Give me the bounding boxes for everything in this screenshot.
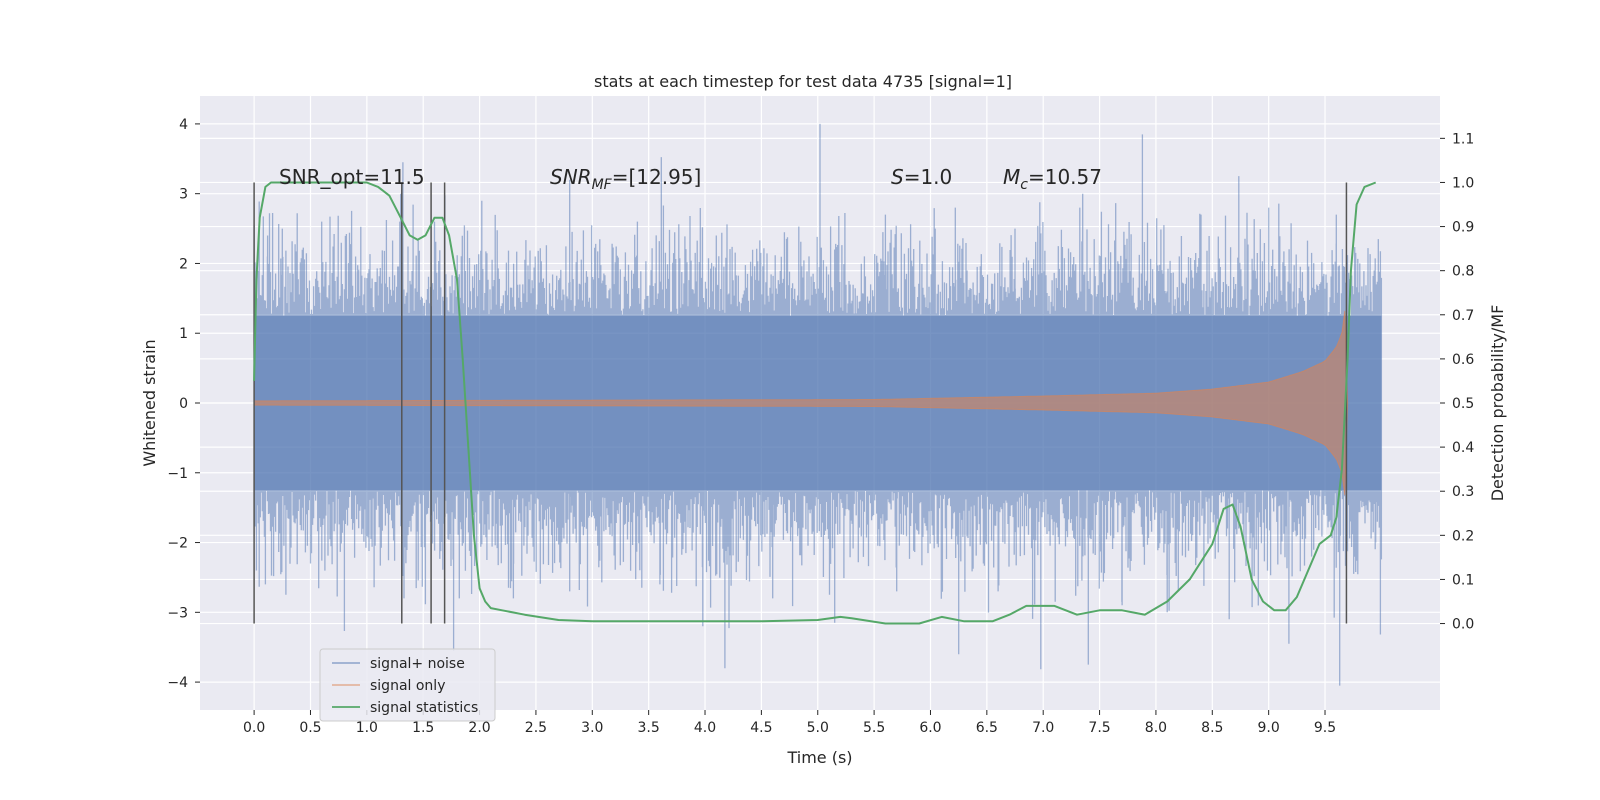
y2-tick-label: 0.2 (1452, 528, 1474, 544)
y2-tick-label: 0.5 (1452, 396, 1474, 412)
y2-tick-label: 0.6 (1452, 352, 1474, 368)
y2-tick-label: 0.1 (1452, 572, 1474, 588)
y-tick-label: 2 (179, 256, 188, 272)
x-tick-label: 0.5 (299, 720, 321, 736)
y2-tick-label: 0.0 (1452, 617, 1474, 633)
annotation-mc: Mc=10.57 (1003, 165, 1102, 193)
y2-tick-label: 0.9 (1452, 220, 1474, 236)
y-tick-label: 1 (179, 326, 188, 342)
snr-mf-symbol: SNR (550, 165, 592, 189)
x-tick-label: 8.5 (1201, 720, 1223, 736)
y2-tick-label: 0.8 (1452, 264, 1474, 280)
x-tick-label: 5.5 (863, 720, 885, 736)
legend-label-signal-plus-noise: signal+ noise (370, 656, 465, 672)
y2-axis-label: Detection probability/MF (1488, 305, 1507, 502)
x-tick-label: 4.0 (694, 720, 716, 736)
legend: signal+ noise signal only signal statist… (320, 649, 495, 721)
y-tick-label: 4 (179, 117, 188, 133)
x-tick-label: 4.5 (750, 720, 772, 736)
x-tick-label: 6.0 (919, 720, 941, 736)
snr-mf-subscript: MF (592, 177, 613, 193)
x-tick-label: 9.0 (1258, 720, 1280, 736)
annotation-s: S=1.0 (891, 165, 952, 189)
legend-label-signal-only: signal only (370, 678, 445, 694)
s-value: =1.0 (904, 165, 953, 189)
x-axis-label: Time (s) (786, 748, 852, 767)
y-tick-label: −3 (167, 605, 188, 621)
x-tick-label: 7.5 (1088, 720, 1110, 736)
x-tick-label: 3.5 (638, 720, 660, 736)
annotation-snr-opt: SNR_opt=11.5 (279, 165, 425, 189)
y-axis-label: Whitened strain (140, 339, 159, 466)
x-tick-label: 7.0 (1032, 720, 1054, 736)
x-tick-label: 1.5 (412, 720, 434, 736)
x-tick-label: 6.5 (976, 720, 998, 736)
x-tick-label: 8.0 (1145, 720, 1167, 736)
x-tick-label: 9.5 (1314, 720, 1336, 736)
y-tick-label: −4 (167, 675, 188, 691)
legend-label-signal-statistics: signal statistics (370, 700, 478, 716)
y2-tick-label: 1.1 (1452, 131, 1474, 147)
annotation-snr-mf: SNRMF=[12.95] (550, 165, 701, 193)
x-tick-label: 0.0 (243, 720, 265, 736)
x-tick-label: 2.5 (525, 720, 547, 736)
y-tick-label: 3 (179, 187, 188, 203)
y-tick-label: −2 (167, 536, 188, 552)
x-tick-label: 2.0 (468, 720, 490, 736)
y-tick-label: 0 (179, 396, 188, 412)
x-tick-label: 5.0 (807, 720, 829, 736)
y2-tick-label: 0.3 (1452, 484, 1474, 500)
y2-tick-label: 1.0 (1452, 175, 1474, 191)
mc-symbol: M (1003, 165, 1020, 189)
mc-value: =10.57 (1028, 165, 1102, 189)
y2-tick-label: 0.4 (1452, 440, 1474, 456)
y-tick-label: −1 (167, 466, 188, 482)
s-symbol: S (891, 165, 904, 189)
y2-tick-label: 0.7 (1452, 308, 1474, 324)
chart-title: stats at each timestep for test data 473… (594, 72, 1012, 91)
x-tick-label: 1.0 (356, 720, 378, 736)
snr-mf-value: =[12.95] (612, 165, 702, 189)
x-tick-label: 3.0 (581, 720, 603, 736)
